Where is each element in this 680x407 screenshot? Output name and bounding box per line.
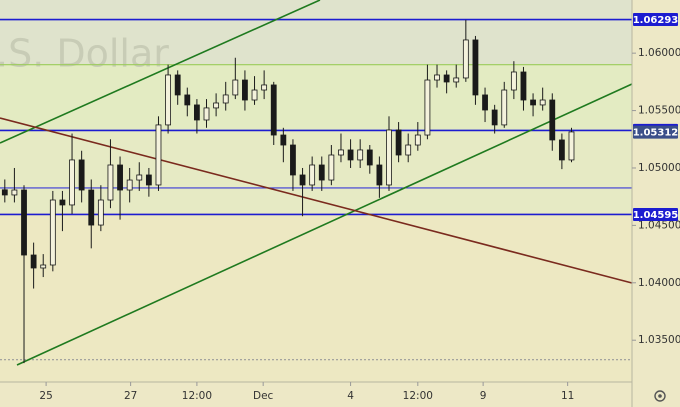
y-tick-label: 1.04000 (638, 277, 680, 289)
candle-body (251, 89, 258, 101)
candles (1, 19, 575, 364)
level-label: 1.06293 (633, 15, 679, 26)
candle-body (21, 189, 27, 256)
x-tick-label: 4 (347, 390, 354, 402)
candle-body (97, 199, 104, 226)
candle-body (136, 174, 143, 181)
candle-body (347, 149, 354, 161)
candle-body (434, 74, 440, 81)
trendline (0, 117, 633, 284)
x-tick-label: 27 (124, 390, 137, 402)
candle-body (539, 99, 546, 106)
candle-body (549, 99, 556, 141)
candle-body (165, 74, 171, 126)
candle-body (376, 164, 383, 186)
axes: 1.03500 1.04000 1.04500 1.05000 1.05500 1.060… (39, 13, 680, 402)
candle-body (386, 129, 392, 186)
time-axis-area (0, 382, 632, 407)
gear-icon[interactable] (654, 390, 666, 402)
candle-body (30, 254, 37, 269)
candle-body (174, 74, 181, 96)
candle-body (107, 164, 114, 201)
level-label: 1.04595 (633, 210, 679, 221)
candle-body (328, 154, 335, 181)
candle-body (11, 189, 18, 196)
candle-body (145, 174, 152, 186)
candle-body (126, 179, 133, 191)
candle-body (117, 164, 123, 191)
last-price-label: 1.05312 (633, 128, 679, 139)
zone-lower (0, 213, 632, 382)
candle-body (184, 94, 191, 106)
candle-body (395, 129, 402, 156)
zone-top (0, 0, 632, 65)
candle-body (366, 149, 373, 166)
candle-body (491, 109, 498, 126)
zone-upper (0, 65, 632, 130)
candle-body (510, 71, 517, 91)
candle-body (69, 159, 75, 206)
candle-body (193, 104, 200, 121)
candle-body (261, 84, 268, 91)
candle-body (299, 174, 306, 186)
y-tick-label: 1.04500 (638, 219, 680, 231)
candle-body (405, 144, 412, 156)
zone-middle (0, 130, 632, 213)
y-tick-label: 1.03500 (638, 334, 680, 346)
x-tick-label: 12:00 (182, 390, 212, 402)
candle-body (40, 264, 47, 269)
candle-body (424, 79, 431, 136)
candle-body (88, 189, 95, 226)
trendline (16, 83, 633, 366)
candle-body (232, 79, 239, 96)
x-tick-label: 11 (561, 390, 574, 402)
level-tag (633, 13, 678, 27)
candle-body (482, 94, 488, 111)
candle-body (59, 199, 66, 206)
y-tick-label: 1.05500 (638, 105, 680, 117)
trendlines (0, 0, 633, 366)
candle-body (155, 124, 162, 186)
candle-body (242, 79, 248, 101)
candle-body (318, 164, 325, 181)
candle-body (501, 89, 508, 126)
trendline (0, 0, 321, 144)
settings-button[interactable] (654, 390, 666, 402)
candle-body (270, 84, 277, 136)
candle-body (78, 159, 85, 191)
candle-body (203, 107, 210, 121)
candle-body (222, 94, 229, 104)
candle-body (530, 99, 536, 106)
y-tick-label: 1.06000 (638, 47, 680, 59)
candle-body (472, 39, 479, 96)
candle-body (309, 164, 316, 186)
candle-body (213, 102, 220, 109)
candle-body (453, 77, 460, 83)
levels (0, 18, 632, 361)
last-price-tag (633, 125, 678, 139)
candle-body (1, 189, 8, 196)
price-axis-area (632, 0, 680, 407)
candle-body (338, 149, 344, 156)
gear-center[interactable] (658, 394, 662, 398)
candle-body (558, 139, 565, 161)
x-tick-label: 25 (39, 390, 52, 402)
x-tick-label: 12:00 (403, 390, 433, 402)
x-tick-label: 9 (480, 390, 487, 402)
candle-body (462, 39, 469, 79)
candle-body (520, 71, 527, 101)
candle-body (290, 144, 296, 176)
y-tick-label: 1.05000 (638, 162, 680, 174)
level-tag (633, 207, 678, 221)
watermark: .S. Dollar (0, 32, 169, 76)
candle-body (357, 149, 364, 161)
candle-body (49, 199, 56, 266)
candle-body (568, 131, 575, 161)
x-tick-label: Dec (253, 390, 274, 402)
candle-body (443, 74, 450, 83)
candle-body (414, 134, 421, 146)
candle-body (280, 134, 287, 146)
